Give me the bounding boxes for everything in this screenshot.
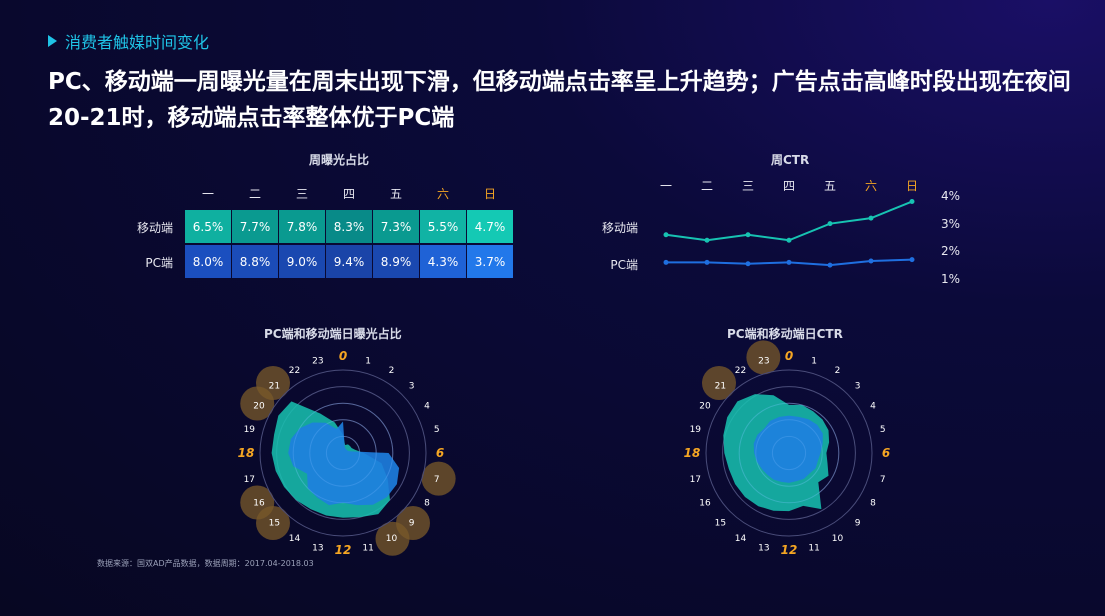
heatmap-cell: 8.8% bbox=[232, 245, 278, 278]
ctr-xtick-3: 四 bbox=[782, 179, 795, 193]
ctr-point bbox=[868, 258, 874, 264]
heatmap-cell: 4.7% bbox=[467, 210, 513, 243]
heatmap-row-label-1: PC端 bbox=[145, 256, 173, 270]
ctr-point bbox=[663, 232, 669, 238]
heatmap-cell: 5.5% bbox=[420, 210, 466, 243]
heatmap-cell: 7.3% bbox=[373, 210, 419, 243]
heatmap-col-6: 日 bbox=[483, 187, 496, 201]
ctr-xtick-2: 三 bbox=[741, 179, 754, 193]
radar-ctr-title: PC端和移动端日CTR bbox=[727, 327, 843, 341]
heatmap-cell: 8.9% bbox=[373, 245, 419, 278]
ctr-point bbox=[745, 232, 751, 238]
ctr-xtick-6: 日 bbox=[905, 179, 918, 193]
ctr-point bbox=[663, 259, 669, 265]
heatmap-row-label-0: 移动端 bbox=[136, 221, 173, 235]
heatmap-title: 周曝光占比 bbox=[309, 153, 370, 167]
ctr-ytick-2: 2% bbox=[941, 244, 961, 258]
ctr-xtick-4: 五 bbox=[823, 179, 836, 193]
section-label: 消费者触媒时间变化 bbox=[48, 29, 209, 53]
ctr-point bbox=[745, 261, 751, 267]
ctr-ytick-3: 1% bbox=[941, 272, 961, 286]
ctr-ytick-0: 4% bbox=[941, 189, 961, 203]
ctr-point bbox=[827, 262, 833, 268]
ctr-point bbox=[909, 257, 915, 263]
triangle-icon bbox=[48, 35, 57, 47]
heatmap-cell: 4.3% bbox=[420, 245, 466, 278]
section-label-text: 消费者触媒时间变化 bbox=[65, 33, 210, 52]
ctr-line-title: 周CTR bbox=[771, 153, 810, 167]
ctr-xtick-1: 二 bbox=[700, 179, 713, 193]
heatmap-cell: 9.0% bbox=[279, 245, 325, 278]
ctr-line-0 bbox=[665, 200, 913, 242]
ctr-ytick-1: 3% bbox=[941, 217, 961, 231]
source-note: 数据来源：国双AD产品数据，数据周期：2017.04-2018.03 bbox=[97, 559, 314, 568]
heatmap-cell: 9.4% bbox=[326, 245, 372, 278]
heatmap-cell: 8.3% bbox=[326, 210, 372, 243]
heatmap-col-4: 五 bbox=[389, 187, 402, 201]
ctr-point bbox=[909, 199, 915, 205]
ctr-point bbox=[704, 259, 710, 265]
heatmap-col-1: 二 bbox=[248, 187, 261, 201]
heatmap-col-3: 四 bbox=[342, 187, 355, 201]
heatmap-cell: 3.7% bbox=[467, 245, 513, 278]
ctr-xtick-0: 一 bbox=[659, 179, 672, 193]
heatmap-col-5: 六 bbox=[436, 187, 449, 201]
heatmap-cell: 7.8% bbox=[279, 210, 325, 243]
ctr-point bbox=[704, 237, 710, 243]
ctr-series-label-1: PC端 bbox=[610, 258, 638, 272]
ctr-point bbox=[868, 215, 874, 221]
heatmap-cell: 8.0% bbox=[185, 245, 231, 278]
ctr-point bbox=[827, 221, 833, 227]
heatmap-col-0: 一 bbox=[201, 187, 214, 201]
ctr-point bbox=[786, 259, 792, 265]
heatmap-cell: 7.7% bbox=[232, 210, 278, 243]
heatmap-col-2: 三 bbox=[295, 187, 308, 201]
ctr-series-label-0: 移动端 bbox=[601, 221, 638, 235]
radar-exposure-title: PC端和移动端日曝光占比 bbox=[264, 327, 402, 341]
ctr-point bbox=[786, 237, 792, 243]
headline: PC、移动端一周曝光量在周末出现下滑，但移动端点击率呈上升趋势；广告点击高峰时段… bbox=[48, 69, 1071, 131]
ctr-xtick-5: 六 bbox=[864, 179, 877, 193]
heatmap-cell: 6.5% bbox=[185, 210, 231, 243]
